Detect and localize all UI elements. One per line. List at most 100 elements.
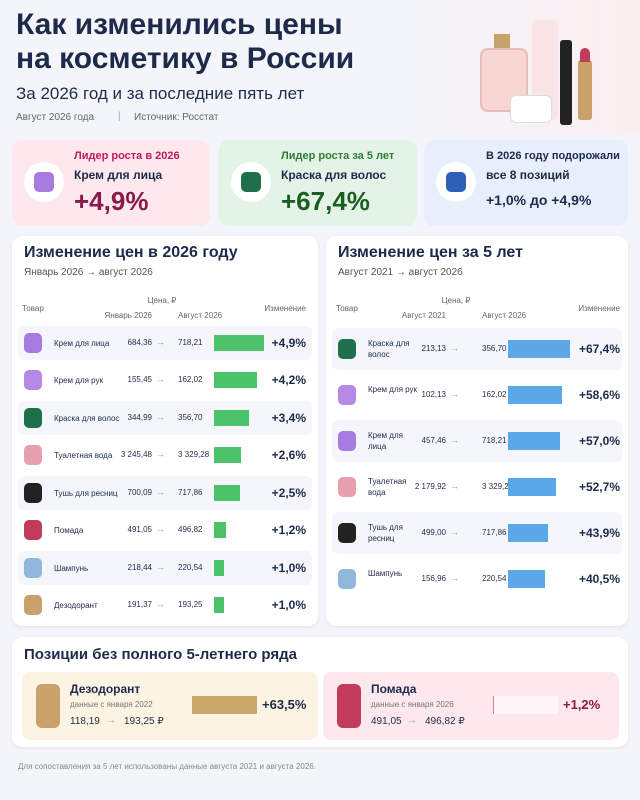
price-to: 717,86 bbox=[178, 487, 203, 497]
row-bg bbox=[18, 551, 312, 585]
product-note: данные с января 2026 bbox=[371, 700, 454, 709]
bar bbox=[192, 696, 257, 714]
price-from: 499,00 bbox=[421, 528, 446, 537]
col-header: Август 2026 bbox=[482, 311, 527, 320]
price-from: 118,19 bbox=[70, 716, 100, 727]
arrow: → bbox=[450, 573, 459, 583]
row-bg bbox=[18, 476, 312, 510]
change-label: +43,9% bbox=[578, 526, 620, 540]
price-from: 684,36 bbox=[127, 337, 152, 347]
table-period: Январь 2026 → август 2026 bbox=[24, 267, 153, 278]
product-name: Крем для рук bbox=[368, 385, 418, 394]
price-to: 220,54 bbox=[178, 562, 203, 572]
table-title: Изменение цен за 5 лет bbox=[338, 244, 523, 261]
card-value: +67,4% bbox=[281, 186, 370, 216]
price-to: 718,21 bbox=[482, 436, 507, 445]
row-bg bbox=[332, 328, 622, 370]
price-from: 191,37 bbox=[127, 600, 152, 610]
change-label: +40,5% bbox=[578, 572, 620, 586]
arrow: → bbox=[450, 389, 459, 399]
arrow: → bbox=[156, 449, 165, 460]
incomplete-card: Дезодорант данные с января 2022 118,19 → 193… bbox=[22, 672, 318, 740]
product-name: Туалетная вода bbox=[368, 477, 407, 497]
product-icon bbox=[24, 370, 42, 391]
product-name: Помада bbox=[54, 526, 84, 536]
product-icon bbox=[24, 482, 42, 503]
price-to: 496,82 ₽ bbox=[425, 716, 465, 727]
table-title: Изменение цен в 2026 году bbox=[24, 244, 238, 261]
bar-track bbox=[493, 696, 558, 714]
card-icon-shape bbox=[34, 172, 54, 192]
product-icon bbox=[24, 407, 42, 428]
product-name: Крем для рук bbox=[54, 376, 104, 386]
bar bbox=[508, 570, 546, 588]
price-from: 491,05 bbox=[371, 716, 402, 727]
product-name: Помада bbox=[371, 682, 417, 696]
arrow: → bbox=[156, 599, 165, 610]
change-label: +1,2% bbox=[563, 697, 601, 712]
change-label: +1,0% bbox=[271, 560, 306, 575]
footnote: Для сопоставления за 5 лет использованы … bbox=[18, 762, 316, 771]
row-bg bbox=[332, 512, 622, 554]
panel-5y: Изменение цен за 5 лет Август 2021 → авгу… bbox=[326, 236, 628, 626]
product-icon bbox=[24, 332, 42, 353]
price-from: 700,09 bbox=[127, 487, 152, 497]
product-icon bbox=[337, 684, 361, 728]
product-note: данные с января 2022 bbox=[70, 700, 153, 709]
price-from: 156,96 bbox=[421, 574, 446, 583]
col-header: Цена, ₽ bbox=[147, 296, 177, 305]
product-name: Краска для волос bbox=[368, 339, 410, 359]
source: Источник: Росстат bbox=[134, 112, 219, 123]
change-label: +57,0% bbox=[578, 434, 620, 448]
bar bbox=[493, 696, 495, 714]
panel-2026: Изменение цен в 2026 году Январь 2026 → а… bbox=[12, 236, 318, 626]
title: Как изменились цены bbox=[16, 8, 343, 41]
row-bg bbox=[18, 513, 312, 547]
table-period: Август 2021 → август 2026 bbox=[338, 267, 463, 278]
change-label: +3,4% bbox=[271, 410, 306, 425]
section-title: Позиции без полного 5-летнего ряда bbox=[24, 646, 297, 663]
price-from: 2 179,92 bbox=[414, 482, 446, 491]
bar bbox=[508, 386, 562, 404]
card-label: Лидер роста в 2026 bbox=[74, 150, 180, 162]
row-bg bbox=[332, 466, 622, 508]
product-icon bbox=[24, 557, 42, 578]
row-bg bbox=[18, 363, 312, 397]
card-label: В 2026 году подорожали bbox=[486, 150, 620, 162]
arrow: → bbox=[450, 343, 459, 353]
price-to: 356,70 bbox=[178, 412, 203, 422]
product-name: Дезодорант bbox=[54, 601, 98, 611]
product-icon bbox=[36, 684, 60, 728]
price-to: 162,02 bbox=[178, 375, 203, 385]
price-to: 3 329,28 bbox=[178, 450, 210, 460]
change-label: +2,5% bbox=[271, 485, 306, 500]
panel-incomplete: Позиции без полного 5-летнего ряда Дезодо… bbox=[12, 637, 628, 747]
row-bg bbox=[18, 401, 312, 435]
row-bg bbox=[332, 374, 622, 416]
product-icon bbox=[338, 569, 356, 589]
summary-card: Лидер роста за 5 лет Краска для волос +67,… bbox=[219, 140, 417, 226]
price-from: 213,13 bbox=[421, 344, 446, 353]
incomplete-card: Помада данные с января 2026 491,05 → 496,82 … bbox=[323, 672, 619, 740]
col-header: Изменение bbox=[578, 304, 620, 313]
summary-card: В 2026 году подорожали все 8 позиций +1,0%… bbox=[424, 140, 628, 226]
col-header: Товар bbox=[22, 304, 44, 313]
row-bg bbox=[18, 588, 312, 622]
arrow: → bbox=[156, 561, 165, 572]
row-bg bbox=[18, 438, 312, 472]
arrow: → bbox=[156, 524, 165, 535]
product-icon bbox=[24, 445, 42, 466]
product-icon bbox=[338, 385, 356, 405]
change-label: +1,2% bbox=[271, 523, 306, 538]
change-label: +4,9% bbox=[271, 335, 306, 350]
product-name: Шампунь bbox=[368, 569, 403, 578]
change-label: +4,2% bbox=[271, 373, 306, 388]
bar bbox=[214, 372, 257, 389]
change-label: +1,0% bbox=[271, 598, 306, 613]
price-to: 717,86 bbox=[482, 528, 507, 537]
product-name: Тушь для ресниц bbox=[54, 488, 118, 498]
arrow: → bbox=[450, 435, 459, 445]
product-name: Тушь для ресниц bbox=[368, 523, 403, 543]
product-icon bbox=[24, 520, 42, 541]
